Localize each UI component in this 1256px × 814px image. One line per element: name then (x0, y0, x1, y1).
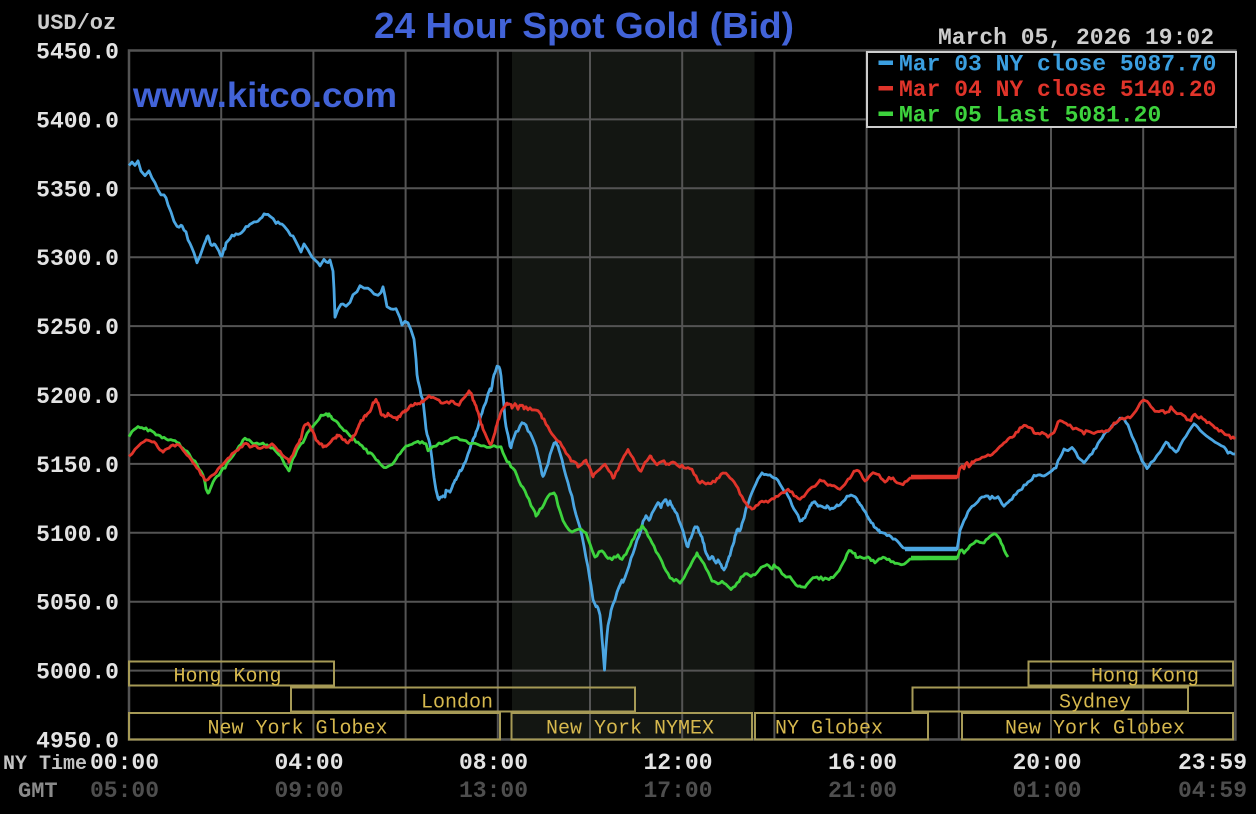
svg-text:5100.0: 5100.0 (36, 522, 119, 548)
svg-text:5050.0: 5050.0 (36, 591, 119, 617)
svg-text:17:00: 17:00 (643, 778, 712, 804)
svg-text:23:59: 23:59 (1178, 750, 1247, 776)
svg-text:Hong Kong: Hong Kong (1091, 666, 1199, 689)
svg-text:01:00: 01:00 (1012, 778, 1081, 804)
svg-text:16:00: 16:00 (828, 750, 897, 776)
svg-text:5200.0: 5200.0 (36, 384, 119, 410)
svg-text:08:00: 08:00 (459, 750, 528, 776)
svg-text:NY Time: NY Time (3, 753, 87, 776)
svg-text:Mar 03 NY close 5087.70: Mar 03 NY close 5087.70 (899, 52, 1216, 78)
svg-text:5000.0: 5000.0 (36, 660, 119, 686)
svg-text:New York NYMEX: New York NYMEX (546, 718, 714, 741)
svg-text:Hong Kong: Hong Kong (173, 666, 281, 689)
svg-text:Mar 04 NY close 5140.20: Mar 04 NY close 5140.20 (899, 77, 1216, 103)
svg-text:24 Hour Spot Gold (Bid): 24 Hour Spot Gold (Bid) (374, 5, 794, 46)
svg-text:New York Globex: New York Globex (1005, 718, 1185, 741)
svg-text:NY Globex: NY Globex (775, 718, 883, 741)
svg-text:Sydney: Sydney (1059, 692, 1131, 715)
svg-text:www.kitco.com: www.kitco.com (132, 76, 397, 115)
svg-text:New York Globex: New York Globex (207, 718, 387, 741)
svg-text:00:00: 00:00 (90, 750, 159, 776)
svg-text:5150.0: 5150.0 (36, 453, 119, 479)
svg-text:05:00: 05:00 (90, 778, 159, 804)
svg-text:09:00: 09:00 (274, 778, 343, 804)
svg-text:5400.0: 5400.0 (36, 108, 119, 134)
svg-text:March 05, 2026 19:02: March 05, 2026 19:02 (938, 25, 1214, 51)
svg-text:5250.0: 5250.0 (36, 315, 119, 341)
svg-text:4950.0: 4950.0 (36, 729, 119, 755)
svg-text:5450.0: 5450.0 (36, 40, 119, 66)
svg-text:12:00: 12:00 (643, 750, 712, 776)
svg-text:USD/oz: USD/oz (37, 11, 116, 36)
svg-text:Mar 05 Last 5081.20: Mar 05 Last 5081.20 (899, 103, 1161, 129)
svg-text:5300.0: 5300.0 (36, 246, 119, 272)
svg-text:20:00: 20:00 (1012, 750, 1081, 776)
svg-text:5350.0: 5350.0 (36, 177, 119, 203)
svg-text:04:59: 04:59 (1178, 778, 1247, 804)
svg-text:GMT: GMT (18, 779, 58, 804)
svg-text:13:00: 13:00 (459, 778, 528, 804)
svg-text:London: London (421, 692, 493, 715)
svg-text:21:00: 21:00 (828, 778, 897, 804)
svg-text:04:00: 04:00 (274, 750, 343, 776)
